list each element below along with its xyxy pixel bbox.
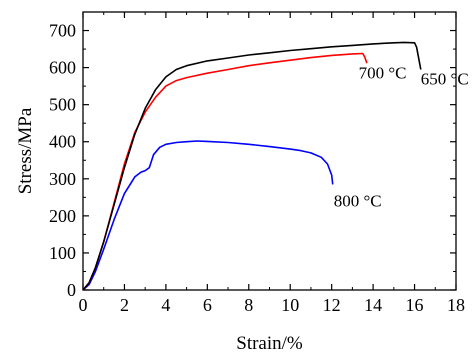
- y-axis-label: Stress/MPa: [15, 107, 36, 194]
- y-tick-label: 100: [49, 243, 76, 263]
- series-line: [82, 52, 368, 291]
- x-tick-label: 6: [203, 295, 212, 315]
- y-tick-label: 600: [49, 58, 76, 78]
- x-tick-label: 12: [323, 295, 341, 315]
- x-tick-label: 2: [120, 295, 129, 315]
- y-tick-label: 700: [49, 21, 76, 41]
- y-tick-label: 500: [49, 95, 76, 115]
- series-annotation: 800 °C: [334, 192, 382, 211]
- x-tick-label: 18: [447, 295, 465, 315]
- x-tick-label: 0: [79, 295, 88, 315]
- x-tick-label: 16: [406, 295, 424, 315]
- series-line: [82, 140, 334, 291]
- series-line: [82, 41, 422, 291]
- axis-ticks: 0 2 4 6 8 10 12 14 16 18 0 100 200 300 400 500 600 700: [49, 12, 465, 315]
- plot-frame: [82, 11, 457, 291]
- x-tick-label: 8: [244, 295, 253, 315]
- x-tick-label: 14: [364, 295, 382, 315]
- y-tick-label: 300: [49, 169, 76, 189]
- y-tick-label: 400: [49, 132, 76, 152]
- y-tick-label: 0: [67, 280, 76, 300]
- series-annotation: 650 °C: [421, 69, 469, 88]
- x-tick-label: 10: [281, 295, 299, 315]
- x-tick-label: 4: [161, 295, 170, 315]
- y-tick-label: 200: [49, 206, 76, 226]
- series-lines: [82, 41, 422, 291]
- annotations: 650 °C 700 °C 800 °C: [334, 64, 469, 211]
- x-axis-label: Strain/%: [236, 333, 303, 354]
- series-annotation: 700 °C: [359, 64, 407, 83]
